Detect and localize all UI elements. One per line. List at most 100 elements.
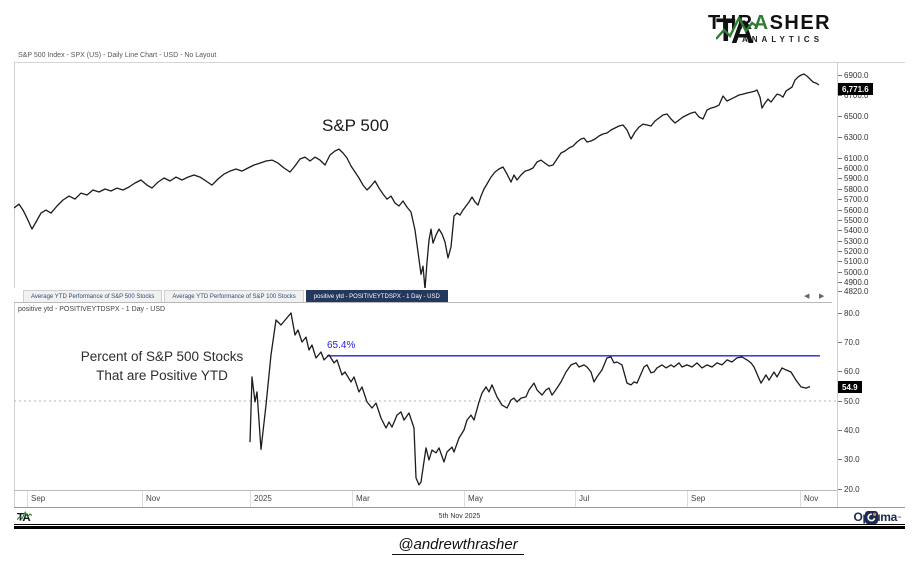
x-axis-month-label: Nov xyxy=(146,494,161,503)
brand-green-a: A xyxy=(753,12,770,34)
x-axis-month-label: May xyxy=(468,494,484,503)
y-axis-tick xyxy=(838,199,842,201)
threshold-value-label: 65.4% xyxy=(327,340,356,351)
y-axis-border xyxy=(837,62,838,507)
chart-tab-strip: Average YTD Performance of S&P 500 Stock… xyxy=(14,288,832,303)
svg-text:T: T xyxy=(716,12,736,48)
sp500-annotation: S&P 500 xyxy=(322,116,389,135)
y-axis-tick xyxy=(838,312,842,314)
chart-tab-3[interactable]: positive ytd - POSITIVEYTDSPX - 1 Day - … xyxy=(305,290,448,302)
x-axis-tick xyxy=(27,491,28,508)
y-axis-tick-label: 6300.0 xyxy=(844,132,869,142)
chart-tab-2[interactable]: Average YTD Performance of S&P 100 Stock… xyxy=(164,290,304,302)
y-axis-tick-label: 5300.0 xyxy=(844,236,869,246)
x-axis-month-label: 2025 xyxy=(254,494,272,503)
bottom-rule-thin xyxy=(14,524,905,525)
svg-text:A: A xyxy=(731,14,754,48)
thrasher-analytics-logo: T A THRASHER ANALYTICS xyxy=(702,12,832,48)
x-axis-month-label: Jul xyxy=(579,494,590,503)
y-axis-tick xyxy=(838,271,842,273)
y-axis-tick xyxy=(838,371,842,373)
y-axis-tick-label: 60.0 xyxy=(844,367,860,377)
ta-monogram-icon: T A xyxy=(716,12,758,48)
y-axis-tick xyxy=(838,178,842,180)
author-handle: @andrewthrasher xyxy=(392,536,524,555)
y-axis-tick-label: 6500.0 xyxy=(844,112,869,122)
y-axis-tick-label: 5900.0 xyxy=(844,174,869,184)
chart-title-bar: S&P 500 Index - SPX (US) - Daily Line Ch… xyxy=(18,52,217,59)
y-axis-tick-label: 6700.0 xyxy=(844,91,869,101)
y-axis-tick xyxy=(838,459,842,461)
y-axis-tick-label: 5100.0 xyxy=(844,257,869,267)
y-axis-tick-label: 5800.0 xyxy=(844,184,869,194)
y-axis-tick-label: 5500.0 xyxy=(844,215,869,225)
y-axis-tick-label: 6900.0 xyxy=(844,70,869,80)
bottom-rule-thick xyxy=(14,526,905,529)
brand-name: THRASHER xyxy=(708,12,832,34)
sp500-chart-canvas[interactable] xyxy=(14,62,837,291)
y-axis-tick-label: 70.0 xyxy=(844,337,860,347)
breadth-annotation: Percent of S&P 500 Stocks That are Posit… xyxy=(80,349,244,383)
x-axis-month-label: Mar xyxy=(356,494,370,503)
panel-top-border xyxy=(14,62,905,63)
y-axis-tick xyxy=(838,188,842,190)
y-axis-tick xyxy=(838,290,842,292)
y-axis-tick-label: 20.0 xyxy=(844,484,860,494)
y-axis-tick-label: 4900.0 xyxy=(844,278,869,288)
y-axis-tick-label: 6000.0 xyxy=(844,164,869,174)
y-axis-tick xyxy=(838,341,842,343)
footer-date: 5th Nov 2025 xyxy=(438,513,481,520)
y-axis-tick xyxy=(838,95,842,97)
tab-scroll-right-icon[interactable]: ▶ xyxy=(819,293,825,300)
optuma-icon xyxy=(865,510,879,524)
y-axis-tick xyxy=(838,251,842,253)
footer-bar: T A 5th Nov 2025 Optuma™ xyxy=(14,507,905,525)
x-axis-month-label: Sep xyxy=(31,494,46,503)
breadth-line xyxy=(249,312,811,486)
x-axis[interactable]: Sep Nov 2025 Mar May Jul Sep Nov xyxy=(14,490,837,508)
green-chartline-icon xyxy=(716,15,758,40)
axis-collapse-icon[interactable]: ‹ xyxy=(852,275,856,286)
x-axis-tick xyxy=(575,491,576,508)
y-axis-tick xyxy=(838,157,842,159)
breadth-chart-canvas[interactable] xyxy=(14,303,837,490)
x-axis-tick xyxy=(800,491,801,508)
y-axis-tick xyxy=(838,209,842,211)
y-axis-tick-label: 30.0 xyxy=(844,455,860,465)
x-axis-tick xyxy=(142,491,143,508)
x-axis-tick xyxy=(250,491,251,508)
optuma-tm: ™ xyxy=(897,514,901,520)
x-axis-month-label: Sep xyxy=(691,494,706,503)
y-axis-tick-label: 50.0 xyxy=(844,396,860,406)
y-axis-tick-label: 6100.0 xyxy=(844,153,869,163)
footer-ta-logo-icon: T A xyxy=(17,511,32,523)
y-axis-tick-label: 80.0 xyxy=(844,308,860,318)
optuma-logo: Optuma™ xyxy=(851,510,901,524)
y-axis-tick-label: 5200.0 xyxy=(844,247,869,257)
chart-tab-1[interactable]: Average YTD Performance of S&P 500 Stock… xyxy=(23,290,163,302)
y-axis-tick xyxy=(838,168,842,170)
svg-text:A: A xyxy=(22,512,30,523)
y-axis-tick xyxy=(838,282,842,284)
y-axis-tick-label: 5400.0 xyxy=(844,226,869,236)
x-axis-tick xyxy=(464,491,465,508)
y-axis-tick xyxy=(838,136,842,138)
x-axis-month-label: Nov xyxy=(804,494,819,503)
y-axis-tick-label: 5700.0 xyxy=(844,195,869,205)
y-axis-tick xyxy=(838,400,842,402)
tab-scroll-left-icon[interactable]: ◀ xyxy=(804,293,810,300)
y-axis-tick xyxy=(838,488,842,490)
sp500-price-line xyxy=(14,73,820,290)
bottom-chart-header: positive ytd - POSITIVEYTDSPX - 1 Day - … xyxy=(18,306,166,313)
sp500-last-price-badge: 6,771.6 xyxy=(838,82,873,95)
breadth-last-value-badge: 54.9 xyxy=(838,380,862,393)
y-axis-tick xyxy=(838,429,842,431)
brand-subtitle: ANALYTICS xyxy=(742,35,824,44)
y-axis-tick-label: 40.0 xyxy=(844,425,860,435)
x-axis-tick xyxy=(687,491,688,508)
y-axis-tick xyxy=(838,240,842,242)
y-axis-tick xyxy=(838,74,842,76)
y-axis-tick xyxy=(838,116,842,118)
x-axis-tick xyxy=(352,491,353,508)
